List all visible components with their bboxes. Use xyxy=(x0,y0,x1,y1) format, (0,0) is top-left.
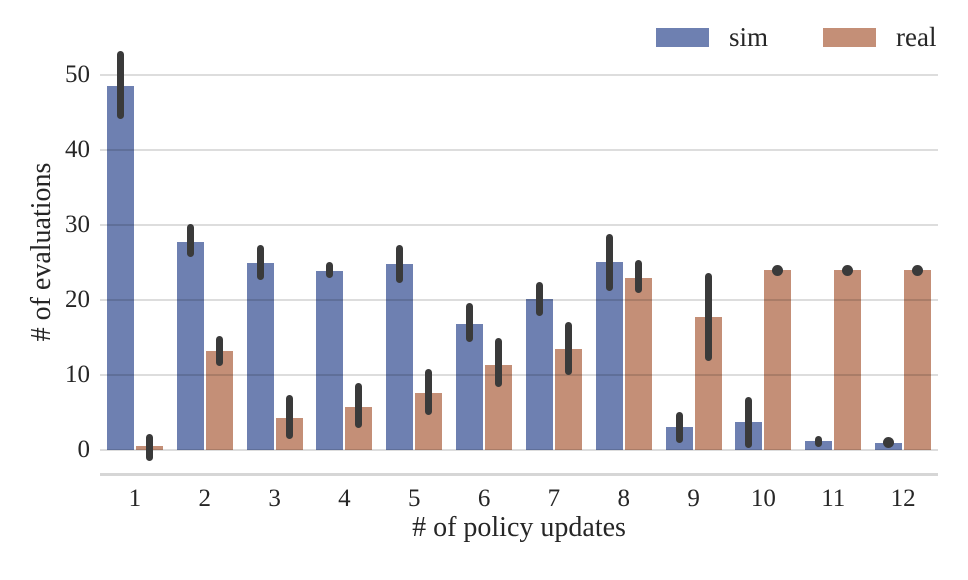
grid-layer xyxy=(100,33,938,451)
x-axis-title: # of policy updates xyxy=(412,512,626,543)
bar-sim xyxy=(525,299,553,450)
bar-real xyxy=(904,270,932,450)
plot-area xyxy=(100,33,938,462)
bar-sim xyxy=(316,270,344,450)
gridline xyxy=(100,149,938,151)
gridline xyxy=(100,449,938,451)
x-tick-label: 1 xyxy=(128,485,142,512)
x-tick-label: 8 xyxy=(617,485,631,512)
error-bar-real xyxy=(634,260,642,293)
bar-sim xyxy=(176,242,204,450)
x-tick-label: 11 xyxy=(821,485,846,512)
error-bar-real xyxy=(564,321,572,375)
error-bar-sim xyxy=(745,396,753,448)
error-dot-real xyxy=(772,264,784,276)
error-bar-real xyxy=(215,336,223,366)
error-bar-real xyxy=(495,338,503,387)
error-dot-sim xyxy=(883,437,895,448)
bar-real xyxy=(764,270,792,450)
error-bar-sim xyxy=(116,51,124,120)
bar-sim xyxy=(595,261,623,450)
x-tick-label: 5 xyxy=(408,485,421,512)
error-bar-real xyxy=(704,273,712,361)
gridline xyxy=(100,374,938,376)
bar-sim xyxy=(106,85,134,450)
x-tick-label: 9 xyxy=(687,485,700,512)
error-bar-sim xyxy=(186,223,194,258)
bar-sim xyxy=(456,324,484,450)
gridline xyxy=(100,224,938,226)
x-tick-label: 12 xyxy=(890,485,916,512)
error-bars-layer xyxy=(100,33,938,462)
x-tick-label: 6 xyxy=(477,485,491,512)
legend-item-real: real xyxy=(823,24,936,51)
error-bar-sim xyxy=(396,244,404,283)
bar-sim xyxy=(386,264,414,450)
error-bar-sim xyxy=(466,303,474,342)
error-bar-sim xyxy=(815,435,823,447)
x-tick-label: 7 xyxy=(547,485,561,512)
bar-real xyxy=(624,278,652,450)
gridline xyxy=(100,74,938,76)
legend-swatch-sim xyxy=(656,28,709,47)
y-axis-title: # of evaluations xyxy=(26,162,57,342)
error-dot-real xyxy=(842,264,854,276)
legend-label-real: real xyxy=(896,22,937,52)
error-bar-real xyxy=(285,394,293,439)
error-bar-sim xyxy=(675,411,683,443)
bar-real xyxy=(205,351,233,450)
error-bar-sim xyxy=(535,282,543,316)
x-axis-spine xyxy=(100,473,938,476)
error-bar-sim xyxy=(256,244,264,280)
error-dot-real xyxy=(912,264,924,276)
error-bar-sim xyxy=(326,261,334,278)
legend-swatch-real xyxy=(823,28,877,47)
x-tick-label: 3 xyxy=(268,485,281,512)
error-bar-sim xyxy=(605,234,613,291)
x-tick-label: 10 xyxy=(750,485,776,512)
error-bar-real xyxy=(355,383,363,428)
x-tick-label: 2 xyxy=(198,485,212,512)
legend-label-sim: sim xyxy=(729,22,769,52)
legend: sim real xyxy=(656,24,936,51)
bar-real xyxy=(834,270,862,450)
bars-layer xyxy=(100,33,938,450)
legend-item-sim: sim xyxy=(656,24,768,51)
bar-sim xyxy=(246,262,274,450)
x-tick-label: 4 xyxy=(338,485,351,512)
error-bar-real xyxy=(425,369,433,415)
error-bar-real xyxy=(145,433,153,462)
gridline xyxy=(100,299,938,301)
